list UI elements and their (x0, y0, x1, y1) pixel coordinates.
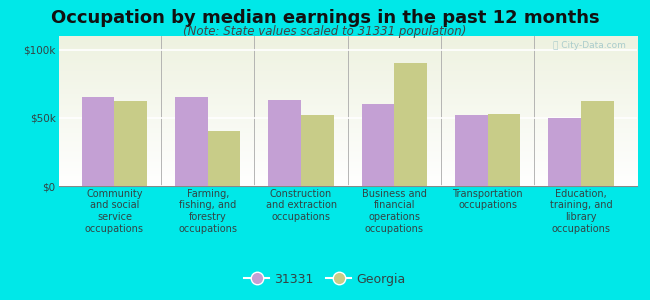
Bar (175, 98, 208, 186)
Text: ⓘ City-Data.com: ⓘ City-Data.com (552, 40, 625, 50)
Bar (114, 101, 147, 186)
Text: (Note: State values scaled to 31331 population): (Note: State values scaled to 31331 popu… (183, 26, 467, 38)
Bar (455, 115, 488, 186)
Bar (549, 118, 581, 186)
Bar (82, 98, 114, 186)
Text: Occupation by median earnings in the past 12 months: Occupation by median earnings in the pas… (51, 9, 599, 27)
Bar (362, 104, 395, 186)
Bar (581, 101, 614, 186)
Bar (488, 114, 521, 186)
Bar (208, 131, 240, 186)
Bar (395, 63, 427, 186)
Bar (301, 115, 333, 186)
Bar (268, 100, 301, 186)
Legend: 31331, Georgia: 31331, Georgia (239, 268, 411, 291)
